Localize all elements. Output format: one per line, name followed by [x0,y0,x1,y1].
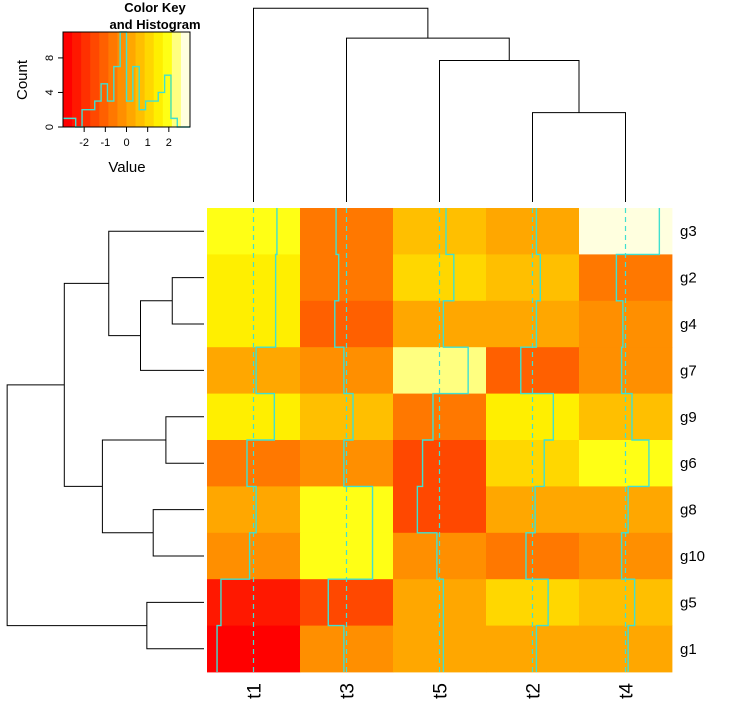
column-label: t1 [245,683,266,699]
color-key-band [180,32,191,127]
color-key-band [90,32,100,127]
color-key-band [162,32,173,127]
trace-line [416,208,469,672]
row-label: g7 [680,362,697,379]
row-label: g10 [680,548,705,565]
color-key-title-line2: and Histogram [109,17,200,32]
color-key-band [63,32,73,127]
heatmap-cell [486,254,580,302]
row-dendrogram-branch [6,384,147,627]
column-label: t3 [338,683,359,699]
column-labels: t1 t3 t5 t2 t4 [245,683,638,699]
row-dendrogram-branch [101,439,166,534]
row-dendrogram-branch [108,230,204,337]
color-key-ylabel: Count [14,59,31,100]
color-key-y-tick-label: 4 [44,89,56,95]
column-label: t2 [524,683,545,699]
color-key-xlabel: Value [108,159,145,176]
row-label: g6 [680,455,697,472]
trace-line [327,208,374,672]
color-key-band [72,32,82,127]
column-label: t5 [431,683,452,699]
column-dendrogram-branch [253,7,429,202]
color-key-band [135,32,146,127]
color-key-title-line1: Color Key [124,0,186,15]
row-label: g4 [680,316,697,333]
column-dendrogram-branch [346,37,510,202]
color-key-x-tick-label: 0 [123,137,129,149]
heatmap-cell [300,254,394,302]
trace-line [615,208,661,672]
column-label: t4 [617,683,638,699]
heatmap-cell [207,254,301,302]
row-label: g3 [680,223,697,240]
color-key-x-tick-label: -2 [79,137,89,149]
column-dendrogram-branch [532,112,626,202]
color-key-band [99,32,109,127]
column-dendrogram [253,7,626,202]
row-dendrogram-branch [146,601,204,650]
color-key-y-tick-label: 8 [44,55,56,61]
color-key-x-tick-label: 2 [166,137,172,149]
row-label: g8 [680,502,697,519]
color-key-band [144,32,155,127]
color-key-histogram [63,31,190,128]
color-key-band [81,32,91,127]
color-key-y-tick-label: 0 [44,124,56,130]
color-key-x-tick-label: 1 [145,137,151,149]
row-label: g5 [680,594,697,611]
row-labels: g3 g2 g4 g7 g9 g6 g8 g10 g5 g1 [680,223,705,658]
color-key-band [126,32,137,127]
heatmap-cells [207,208,673,673]
row-label: g2 [680,270,697,287]
row-dendrogram-branch [165,416,204,464]
row-label: g1 [680,641,697,658]
row-label: g9 [680,409,697,426]
row-dendrogram [6,230,204,650]
color-key-band [153,32,164,127]
row-dendrogram-branch [171,277,204,325]
color-key-band [171,32,182,127]
heatmap-cell [393,254,487,302]
trace-line [216,208,278,672]
color-key-band [117,32,127,127]
color-key: Color Key and Histogram -2 -1 0 1 2 0 4 8 Value… [14,0,201,176]
color-key-axes: -2 -1 0 1 2 0 4 8 [44,55,172,149]
heatmap-cell [579,254,673,302]
color-key-x-tick-label: -1 [100,137,110,149]
column-dendrogram-branch [439,59,580,202]
color-key-histogram-line [63,31,190,128]
trace-line [520,208,555,672]
row-dendrogram-branch [152,509,204,557]
trace-lines [216,208,661,672]
